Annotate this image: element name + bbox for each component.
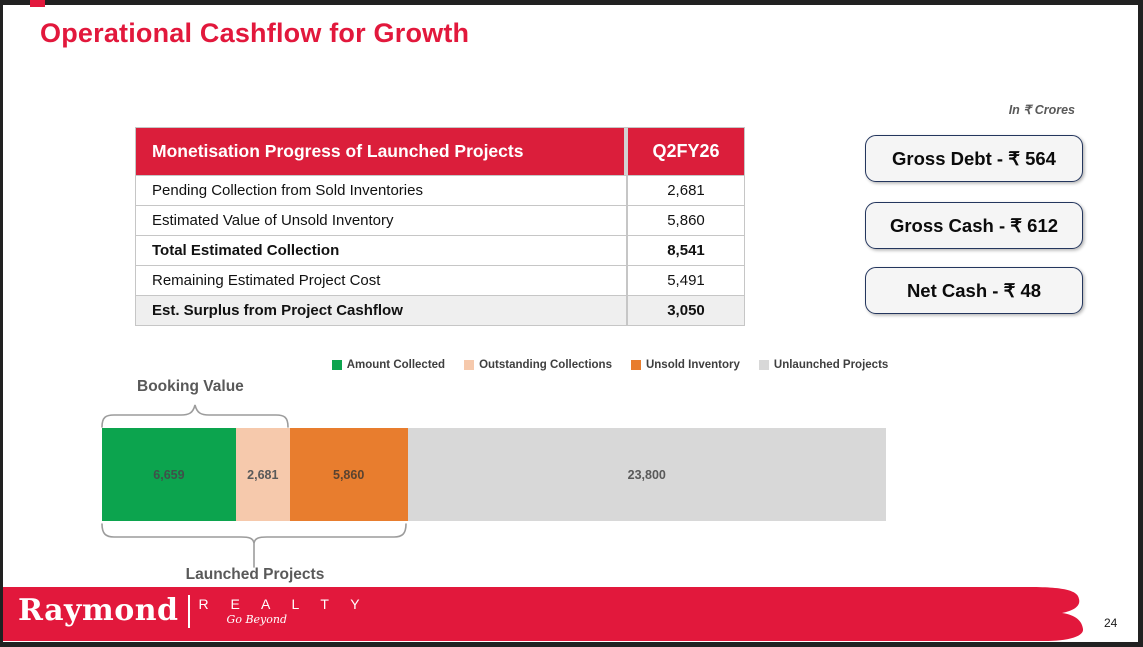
table-header-title: Monetisation Progress of Launched Projec… xyxy=(152,141,524,161)
gross-debt-box: Gross Debt - ₹ 564 xyxy=(865,135,1083,182)
row-value: 5,491 xyxy=(626,266,744,295)
logo-tagline: Go Beyond xyxy=(226,613,287,626)
logo-divider xyxy=(187,594,190,628)
top-accent-mark xyxy=(30,0,45,7)
row-label: Pending Collection from Sold Inventories xyxy=(152,182,423,199)
row-value: 2,681 xyxy=(626,176,744,205)
raymond-wordmark: Raymond xyxy=(18,593,179,628)
stacked-bar: 6,659 2,681 5,860 23,800 xyxy=(102,428,886,521)
row-label: Est. Surplus from Project Cashflow xyxy=(152,302,403,319)
bar-segment-unsold-inventory: 5,860 xyxy=(289,428,408,521)
chart-legend: Amount Collected Outstanding Collections U… xyxy=(260,359,960,371)
legend-label: Unlaunched Projects xyxy=(773,359,889,371)
booking-value-brace xyxy=(101,404,289,428)
table-row: Estimated Value of Unsold Inventory 5,86… xyxy=(136,205,744,235)
realty-wordmark: R E A L T Y xyxy=(198,596,369,612)
launched-projects-label: Launched Projects xyxy=(185,566,325,583)
row-value: 3,050 xyxy=(626,296,744,325)
frame-border-top xyxy=(0,0,1143,5)
legend-label: Amount Collected xyxy=(346,359,446,371)
raymond-realty-logo: Raymond R E A L T Y Go Beyond xyxy=(18,594,369,628)
table-row: Remaining Estimated Project Cost 5,491 xyxy=(136,265,744,295)
legend-item-unlaunched-projects: Unlaunched Projects xyxy=(758,359,889,371)
frame-border-right xyxy=(1138,0,1143,647)
launched-projects-brace xyxy=(101,523,407,568)
bar-segment-amount-collected: 6,659 xyxy=(102,428,236,521)
frame-border-bottom xyxy=(0,642,1143,647)
row-value: 5,860 xyxy=(626,206,744,235)
legend-swatch xyxy=(331,360,342,370)
gross-cash-box: Gross Cash - ₹ 612 xyxy=(865,202,1083,249)
bar-segment-outstanding-collections: 2,681 xyxy=(235,428,290,521)
bar-segment-value: 2,681 xyxy=(247,467,279,482)
frame-border-left xyxy=(0,0,3,647)
legend-label: Unsold Inventory xyxy=(645,359,740,371)
page-title: Operational Cashflow for Growth xyxy=(40,18,470,48)
units-note: In ₹ Crores xyxy=(1008,103,1075,117)
legend-item-outstanding-collections: Outstanding Collections xyxy=(464,359,612,371)
legend-item-amount-collected: Amount Collected xyxy=(331,359,446,371)
table-row-surplus: Est. Surplus from Project Cashflow 3,050 xyxy=(136,295,744,325)
bar-segment-value: 5,860 xyxy=(333,467,365,482)
footer-band xyxy=(0,587,1084,641)
table-row-total: Total Estimated Collection 8,541 xyxy=(136,235,744,265)
row-label: Estimated Value of Unsold Inventory xyxy=(152,212,394,229)
row-label: Remaining Estimated Project Cost xyxy=(152,272,381,289)
legend-swatch xyxy=(630,360,641,370)
page-number: 24 xyxy=(1104,616,1118,630)
row-label: Total Estimated Collection xyxy=(152,242,340,259)
row-value: 8,541 xyxy=(626,236,744,265)
net-cash-box: Net Cash - ₹ 48 xyxy=(865,267,1083,314)
bar-segment-value: 6,659 xyxy=(153,467,185,482)
bar-segment-unlaunched-projects: 23,800 xyxy=(407,428,886,521)
monetisation-table: Monetisation Progress of Launched Projec… xyxy=(135,127,745,326)
booking-value-label: Booking Value xyxy=(137,378,244,395)
legend-item-unsold-inventory: Unsold Inventory xyxy=(630,359,740,371)
legend-label: Outstanding Collections xyxy=(479,359,612,371)
legend-swatch xyxy=(464,360,475,370)
legend-swatch xyxy=(758,360,769,370)
table-header-row: Monetisation Progress of Launched Projec… xyxy=(136,128,744,175)
bar-segment-value: 23,800 xyxy=(627,467,666,482)
table-row: Pending Collection from Sold Inventories… xyxy=(136,175,744,205)
table-header-period: Q2FY26 xyxy=(624,128,744,175)
